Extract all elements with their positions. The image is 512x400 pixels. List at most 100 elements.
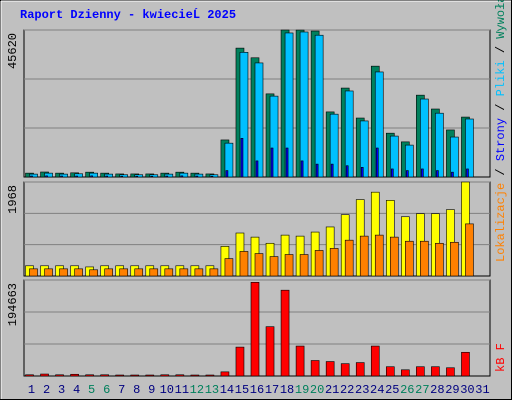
bar (284, 32, 294, 178)
bar (310, 360, 320, 377)
bar (269, 256, 279, 277)
bar (70, 373, 79, 377)
bar (224, 142, 234, 178)
bar (85, 374, 94, 377)
bar (235, 346, 245, 377)
bar (120, 175, 124, 178)
x-tick-label: 9 (148, 383, 155, 397)
bar (119, 268, 129, 277)
bar (89, 269, 98, 277)
bar (255, 160, 259, 178)
bar (44, 172, 53, 178)
bar (446, 367, 455, 377)
bar (40, 373, 49, 377)
bar (329, 113, 339, 178)
bar (314, 34, 324, 178)
bar (300, 160, 304, 178)
x-tick-label: 3 (58, 383, 65, 397)
bar (210, 175, 214, 178)
bar (299, 31, 309, 178)
bar (461, 351, 470, 377)
bar (100, 374, 109, 377)
x-tick-label: 21 (325, 383, 339, 397)
bar (179, 268, 189, 277)
bar (450, 136, 459, 178)
bar (239, 51, 249, 178)
bar (435, 242, 444, 277)
x-tick-label: 29 (445, 383, 459, 397)
bar (224, 258, 234, 277)
x-tick-label: 10 (160, 383, 174, 397)
x-tick-label: 2 (43, 383, 50, 397)
x-tick-label: 5 (88, 383, 95, 397)
bar (416, 366, 425, 377)
x-tick-label: 24 (370, 383, 384, 397)
bar (225, 170, 229, 178)
bar (209, 174, 219, 178)
legend-entry: Pliki (494, 60, 508, 96)
x-tick-label: 31 (475, 383, 489, 397)
x-tick-label: 18 (280, 383, 294, 397)
bar (179, 172, 189, 178)
bar (389, 236, 399, 277)
bar (190, 374, 200, 377)
bar (134, 268, 144, 277)
bar (359, 235, 369, 277)
bar (436, 170, 439, 178)
bar (180, 175, 184, 178)
bar (239, 251, 249, 277)
x-tick-label: 25 (385, 383, 399, 397)
x-tick-label: 20 (310, 383, 324, 397)
bar (345, 165, 349, 178)
bar (295, 345, 305, 377)
bar (340, 363, 350, 377)
bar (270, 147, 274, 178)
bar (45, 175, 48, 178)
bar (44, 268, 53, 277)
legend: Lokalizacje / Strony / Pliki / Wywołania (494, 0, 508, 262)
bar (194, 268, 204, 277)
bar (30, 175, 33, 178)
bar (74, 268, 83, 277)
bar (250, 281, 260, 377)
bar (164, 268, 174, 277)
bar (451, 171, 454, 178)
bar (465, 118, 474, 178)
legend-separator: / (494, 96, 508, 118)
x-tick-label: 27 (415, 383, 429, 397)
bar (149, 268, 159, 277)
x-tick-label: 28 (430, 383, 444, 397)
legend-entry: Strony (494, 118, 508, 161)
y-tick-label: 1968 (6, 185, 20, 214)
bar (265, 326, 275, 377)
x-tick-label: 17 (265, 383, 279, 397)
bar (55, 374, 64, 377)
bar (389, 135, 399, 178)
bar (280, 289, 290, 377)
bar (420, 240, 429, 277)
legend-entry: Wywołania (494, 0, 508, 39)
bar (104, 268, 113, 277)
bar (164, 173, 174, 178)
bar (254, 253, 264, 277)
bar (240, 138, 244, 178)
bar (269, 95, 279, 178)
legend-separator: / (494, 161, 508, 183)
bar (205, 374, 215, 377)
bar (330, 163, 334, 178)
bar (150, 175, 154, 178)
bar (194, 173, 204, 178)
bar (344, 239, 354, 277)
legend-entry: kB F (494, 343, 508, 372)
x-tick-label: 13 (205, 383, 219, 397)
x-tick-label: 15 (235, 383, 249, 397)
bar (149, 174, 159, 178)
x-tick-label: 6 (103, 383, 110, 397)
bar (115, 374, 125, 377)
bar (59, 268, 68, 277)
legend-entry: Lokalizacje (494, 183, 508, 262)
bar (175, 374, 185, 377)
bar (29, 173, 38, 178)
bar (375, 147, 379, 178)
chart-title: Raport Dzienny - kwiecieĹ 2025 (20, 7, 236, 22)
